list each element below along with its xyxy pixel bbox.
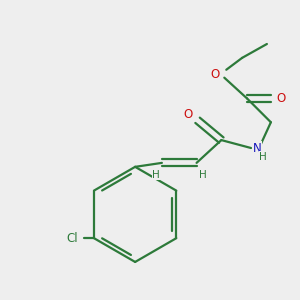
Text: N: N <box>253 142 262 154</box>
Text: H: H <box>199 170 206 180</box>
Text: Cl: Cl <box>66 232 78 245</box>
Text: O: O <box>211 68 220 81</box>
Text: O: O <box>183 108 192 121</box>
Text: H: H <box>152 170 160 180</box>
Text: O: O <box>276 92 285 105</box>
Text: H: H <box>259 152 267 162</box>
